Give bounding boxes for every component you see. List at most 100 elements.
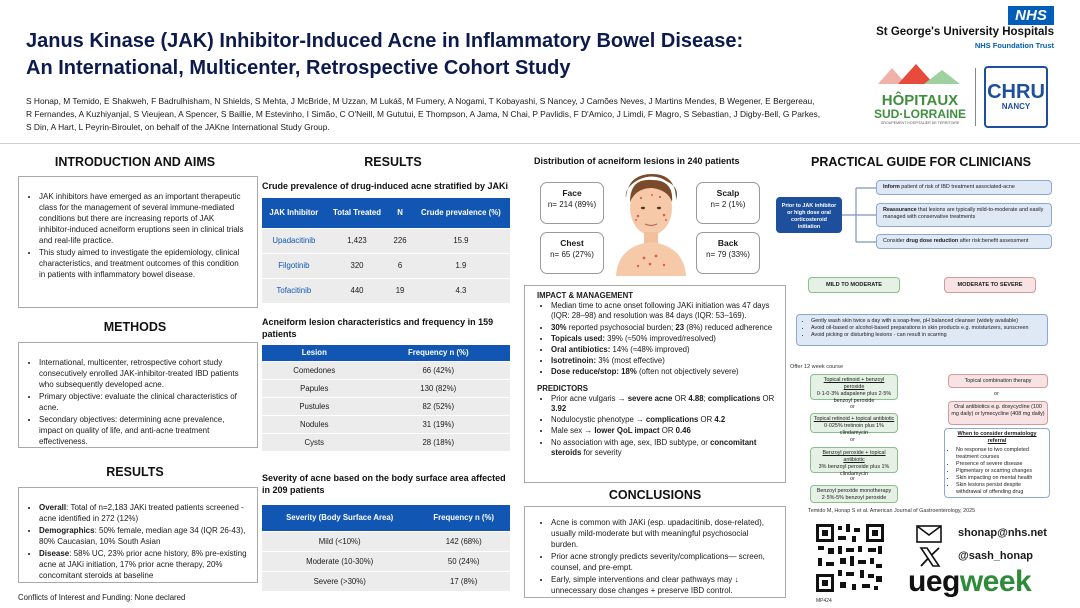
guide-start-box: Prior to JAK inhibitor or high dose oral… xyxy=(776,197,842,233)
chest-box: Chest n= 65 (27%) xyxy=(540,232,604,274)
treatment-option-3: Benzoyl peroxide + topical antibiotic 3%… xyxy=(810,447,898,477)
table1-header-2: Total Treated xyxy=(325,198,389,228)
disease-text: : 58% UC, 23% prior acne history, 8% pre… xyxy=(39,549,247,580)
table2-cell: 66 (42%) xyxy=(366,360,510,379)
lesion-table: Lesion Frequency n (%) Comedones 66 (42%)… xyxy=(262,345,510,451)
ueg-week-logo: uegweek xyxy=(908,566,1032,598)
results-left-heading: RESULTS xyxy=(106,465,164,479)
table3-cell: 50 (24%) xyxy=(417,550,510,571)
conclusion-3: Early, simple interventions and clear pa… xyxy=(551,574,777,596)
treatment-2-title: Topical retinoid + topical antibiotic xyxy=(813,416,895,422)
distribution-title: Distribution of acneiform lesions in 240… xyxy=(534,156,740,166)
table1-cell: 1,423 xyxy=(325,227,389,253)
demographics-text: : 50% female, median age 34 (IQR 26-43),… xyxy=(39,526,246,546)
face-box: Face n= 214 (89%) xyxy=(540,182,604,224)
email-icon xyxy=(916,525,942,543)
impact-psych-text: reported psychosocial burden; xyxy=(566,322,676,332)
chru-logo: CHRU NANCY xyxy=(984,66,1048,128)
back-value: n= 79 (33%) xyxy=(706,250,750,259)
impact-heading: IMPACT & MANAGEMENT xyxy=(537,291,634,300)
general-advice-2: Avoid oil-based or alcohol-based prepara… xyxy=(811,325,1041,332)
predictor-no-association: No association with age, sex, IBD subtyp… xyxy=(551,438,777,458)
oral-text: 14% (≈48% improved) xyxy=(610,345,690,355)
general-advice-3: Avoid picking or disturbing lesions - ca… xyxy=(811,332,1041,339)
conclusion-2: Prior acne strongly predicts severity/co… xyxy=(551,551,777,573)
logo-divider xyxy=(975,68,976,126)
table2-cell: 82 (52%) xyxy=(366,396,510,415)
table1-title: Crude prevalence of drug-induced acne st… xyxy=(262,181,509,191)
intro-bullet-2: This study aimed to investigate the epid… xyxy=(39,247,247,280)
guide-inform-box: Inform patient of risk of IBD treatment … xyxy=(876,180,1052,195)
treatment-3-title: Benzoyl peroxide + topical antibiotic xyxy=(822,450,886,463)
table-row: Comedones 66 (42%) xyxy=(262,360,510,379)
table1-header-1: JAK Inhibitor xyxy=(262,198,326,228)
contact-email: shonap@nhs.net xyxy=(958,527,1047,539)
intro-bullet-1: JAK inhibitors have emerged as an import… xyxy=(39,191,247,246)
moderate-severe-box: MODERATE TO SEVERE xyxy=(944,277,1036,293)
p3b: lower QoL impact xyxy=(594,426,660,436)
demographics-label: Demographics xyxy=(39,526,95,535)
treatment-4-text: 2·5%-5% benzoyl peroxide xyxy=(821,495,887,501)
p3a: Male sex → xyxy=(551,426,595,436)
offer-course-label: Offer 12 week course xyxy=(790,364,844,370)
table2-cell: Papules xyxy=(262,378,367,397)
p2d: 4.2 xyxy=(714,415,726,425)
p2b: complications xyxy=(645,415,699,425)
guide-dose-bold: drug dose reduction xyxy=(906,238,959,244)
mild-moderate-box: MILD TO MODERATE xyxy=(808,277,900,293)
header-divider xyxy=(0,143,1080,144)
table-row: Upadacitinib 1,423 226 15.9 xyxy=(262,227,510,253)
treatment-3-text: 3% benzoyl peroxide plus 1% clindamycin xyxy=(818,464,890,477)
table2-title: Acneiform lesion characteristics and fre… xyxy=(262,317,494,339)
referral-title: When to consider dermatology referral xyxy=(957,431,1037,444)
p2a: Nodulocystic phenotype → xyxy=(551,415,646,425)
scalp-label: Scalp xyxy=(716,188,740,198)
table1-cell: 19 xyxy=(388,277,412,303)
title-line-1: Janus Kinase (JAK) Inhibitor-Induced Acn… xyxy=(26,30,744,52)
impact-onset: Median time to acne onset following JAKi… xyxy=(551,301,777,321)
p2c: OR xyxy=(698,415,715,425)
impact-oral-antibiotics: Oral antibiotics: 14% (≈48% improved) xyxy=(551,345,777,355)
p1h: 3.92 xyxy=(551,404,567,414)
table-row: Tofacitinib 440 19 4.3 xyxy=(262,277,510,303)
oral-antibiotics-box: Oral antibiotics e.g. doxycycline (100 m… xyxy=(948,401,1048,425)
conclusion-1: Acne is common with JAKi (esp. upadaciti… xyxy=(551,517,777,550)
title-line-2: An International, Multicenter, Retrospec… xyxy=(26,57,571,79)
table1-cell: Tofacitinib xyxy=(262,277,326,303)
impact-psychosocial: 30% reported psychosocial burden; 23 (8%… xyxy=(551,323,777,333)
general-advice-box: Gently wash skin twice a day with a soap… xyxy=(796,314,1048,346)
methods-box: International, multicenter, retrospectiv… xyxy=(18,342,258,448)
dose-label: Dose reduce/stop: 18% xyxy=(551,367,637,377)
or-label-3: or xyxy=(850,476,855,482)
author-list: S Honap, M Temido, E Shakweh, F Badrulhi… xyxy=(26,95,866,135)
contact-handle: @sash_honap xyxy=(958,550,1033,562)
p1d: 4.88 xyxy=(688,393,704,403)
table1-cell: 226 xyxy=(388,227,412,253)
treatment-2-text: 0·025% tretinoin plus 1% clindamycin xyxy=(824,423,884,436)
guide-reassure-text: that lesions are typically mild-to-moder… xyxy=(883,207,1044,220)
table1-cell: 15.9 xyxy=(411,227,510,253)
guide-citation: Temido M, Honap S et al. American Journa… xyxy=(808,508,976,514)
table3-header-2: Frequency n (%) xyxy=(417,505,510,531)
guide-dose-text: after risk:benefit assessment xyxy=(958,238,1029,244)
table1-cell: 1.9 xyxy=(411,252,510,278)
table2-cell: 28 (18%) xyxy=(366,432,510,451)
p1g: OR xyxy=(760,393,775,403)
p3c: OR xyxy=(659,426,676,436)
back-label: Back xyxy=(717,238,739,248)
topicals-text: 39% (≈50% improved/resolved) xyxy=(605,333,716,343)
table2-header-2: Frequency n (%) xyxy=(366,345,510,361)
p4a: No association with age, sex, IBD subtyp… xyxy=(551,437,711,447)
oral-label: Oral antibiotics: xyxy=(551,345,611,355)
impact-isotretinoin: Isotretinoin: 3% (most effective) xyxy=(551,356,777,366)
poster-id: MP424 xyxy=(816,598,832,604)
isotretinoin-text: 3% (most effective) xyxy=(596,356,665,366)
table-row: Pustules 82 (52%) xyxy=(262,396,510,415)
hopitaux-text-3: GROUPEMENT HOSPITALIER DE TERRITOIRE xyxy=(880,121,960,125)
guide-connector-icon xyxy=(842,187,876,243)
table-row: Moderate (10-30%) 50 (24%) xyxy=(262,550,510,571)
table2-cell: Comedones xyxy=(262,360,367,379)
table2-cell: Nodules xyxy=(262,414,367,433)
table1-cell: 6 xyxy=(388,252,412,278)
methods-bullet-1: International, multicenter, retrospectiv… xyxy=(39,357,247,390)
